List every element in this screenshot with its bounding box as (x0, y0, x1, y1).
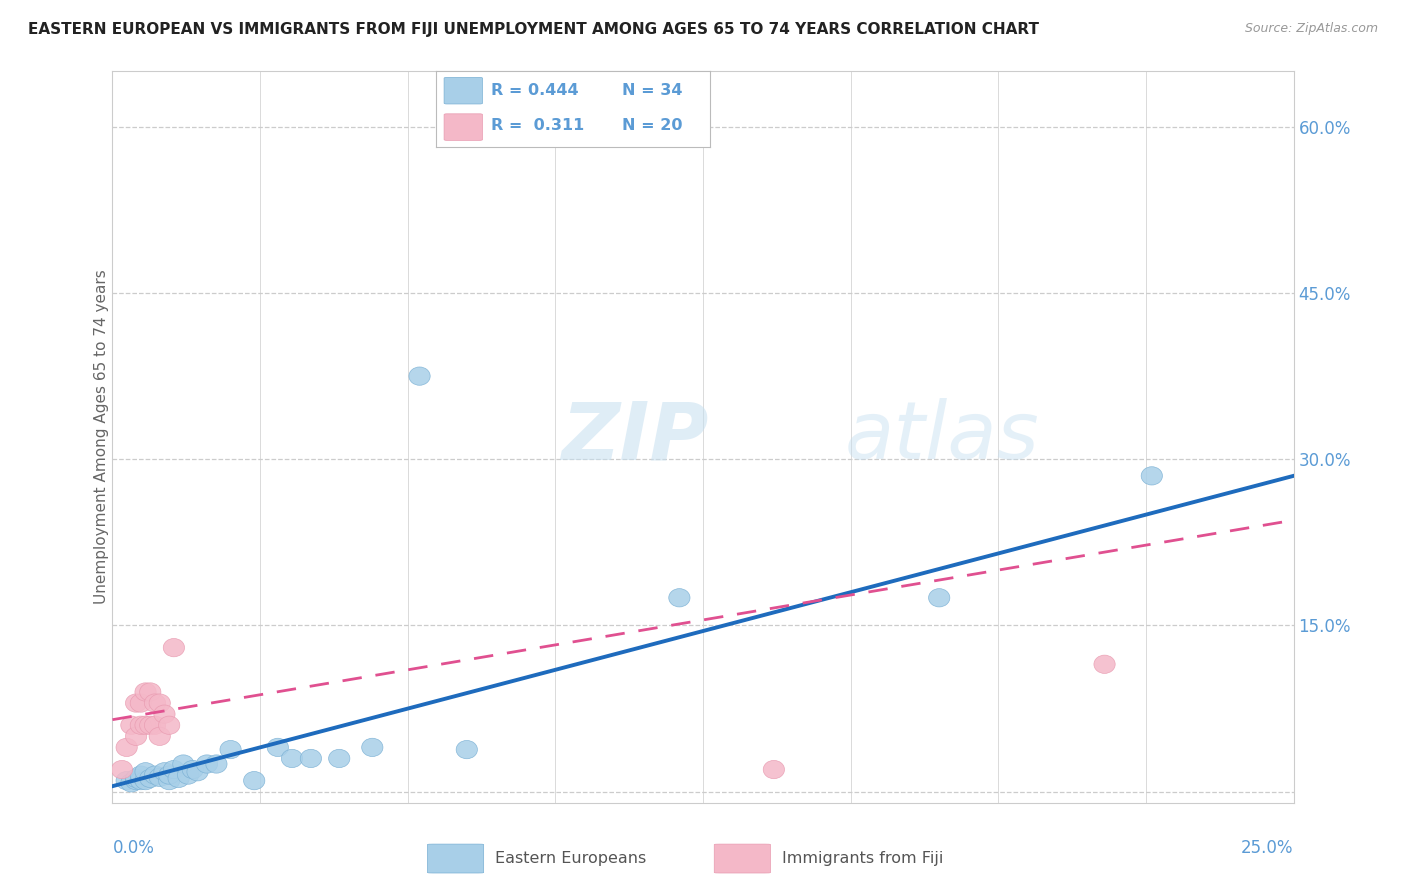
Ellipse shape (159, 716, 180, 734)
FancyBboxPatch shape (444, 78, 482, 104)
Ellipse shape (197, 755, 218, 773)
Ellipse shape (281, 749, 302, 768)
Ellipse shape (163, 639, 184, 657)
Ellipse shape (301, 749, 322, 768)
Text: ZIP: ZIP (561, 398, 709, 476)
Ellipse shape (205, 755, 226, 773)
Ellipse shape (173, 755, 194, 773)
FancyBboxPatch shape (714, 844, 770, 873)
Ellipse shape (187, 763, 208, 780)
Ellipse shape (167, 769, 190, 788)
Ellipse shape (159, 772, 180, 789)
Ellipse shape (153, 763, 176, 780)
Ellipse shape (928, 589, 950, 607)
Ellipse shape (267, 739, 288, 756)
Ellipse shape (219, 740, 242, 759)
Text: N = 34: N = 34 (623, 83, 683, 98)
Text: 0.0%: 0.0% (112, 839, 155, 857)
Ellipse shape (131, 694, 152, 712)
Ellipse shape (139, 769, 160, 788)
Y-axis label: Unemployment Among Ages 65 to 74 years: Unemployment Among Ages 65 to 74 years (94, 269, 108, 605)
Ellipse shape (149, 768, 170, 787)
Ellipse shape (135, 716, 156, 734)
Ellipse shape (456, 740, 478, 759)
Text: Immigrants from Fiji: Immigrants from Fiji (782, 851, 943, 866)
Ellipse shape (1094, 655, 1115, 673)
Ellipse shape (131, 772, 152, 789)
Ellipse shape (131, 716, 152, 734)
Ellipse shape (243, 772, 264, 789)
Ellipse shape (177, 766, 198, 784)
Ellipse shape (135, 772, 156, 789)
Ellipse shape (145, 716, 166, 734)
Text: R =  0.311: R = 0.311 (491, 119, 583, 134)
Ellipse shape (149, 694, 170, 712)
Ellipse shape (135, 763, 156, 780)
Text: N = 20: N = 20 (623, 119, 683, 134)
Ellipse shape (145, 766, 166, 784)
Text: R = 0.444: R = 0.444 (491, 83, 578, 98)
Ellipse shape (125, 727, 146, 746)
Ellipse shape (125, 772, 146, 789)
Ellipse shape (139, 716, 160, 734)
Text: EASTERN EUROPEAN VS IMMIGRANTS FROM FIJI UNEMPLOYMENT AMONG AGES 65 TO 74 YEARS : EASTERN EUROPEAN VS IMMIGRANTS FROM FIJI… (28, 22, 1039, 37)
Ellipse shape (1142, 467, 1163, 485)
Text: atlas: atlas (845, 398, 1039, 476)
FancyBboxPatch shape (427, 844, 484, 873)
FancyBboxPatch shape (444, 114, 482, 140)
Ellipse shape (763, 760, 785, 779)
Ellipse shape (669, 589, 690, 607)
Ellipse shape (125, 694, 146, 712)
Ellipse shape (145, 694, 166, 712)
Ellipse shape (117, 772, 138, 789)
Text: Source: ZipAtlas.com: Source: ZipAtlas.com (1244, 22, 1378, 36)
Ellipse shape (131, 766, 152, 784)
Ellipse shape (135, 683, 156, 701)
Ellipse shape (163, 760, 184, 779)
Ellipse shape (121, 773, 142, 792)
Ellipse shape (111, 760, 132, 779)
Ellipse shape (159, 766, 180, 784)
Ellipse shape (183, 760, 204, 779)
Ellipse shape (149, 727, 170, 746)
Ellipse shape (153, 705, 176, 723)
Ellipse shape (329, 749, 350, 768)
Ellipse shape (117, 739, 138, 756)
Ellipse shape (361, 739, 382, 756)
Ellipse shape (139, 683, 160, 701)
Text: 25.0%: 25.0% (1241, 839, 1294, 857)
Text: Eastern Europeans: Eastern Europeans (495, 851, 647, 866)
Ellipse shape (121, 716, 142, 734)
Ellipse shape (125, 769, 146, 788)
Ellipse shape (409, 367, 430, 385)
